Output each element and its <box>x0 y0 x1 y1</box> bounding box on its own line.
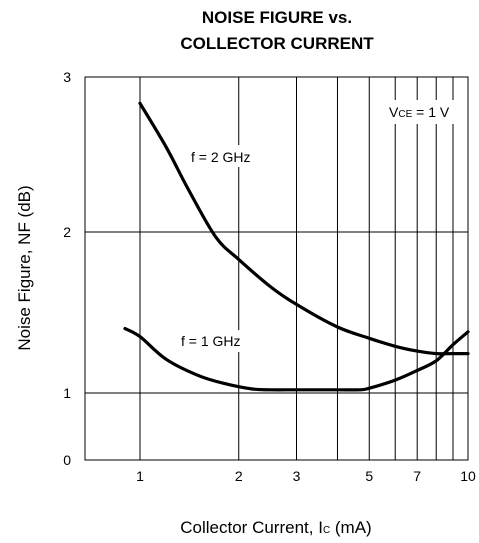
curves <box>123 101 470 392</box>
y-tick-label: 1 <box>63 385 71 401</box>
grid <box>85 77 468 460</box>
y-axis-label: Noise Figure, NF (dB) <box>15 185 34 350</box>
annotation-2ghz: f = 2 GHz <box>188 145 278 167</box>
x-tick-label: 7 <box>413 468 421 484</box>
tick-labels: 1 2 3 5 7 10 0 1 2 3 <box>63 69 476 484</box>
x-axis-label: Collector Current, IC (mA) <box>180 518 371 537</box>
y-tick-label: 3 <box>63 69 71 85</box>
x-tick-label: 1 <box>136 468 144 484</box>
y-tick-label: 0 <box>63 452 71 468</box>
x-tick-label: 10 <box>460 468 476 484</box>
x-axis-label-main: Collector Current, I <box>180 518 323 537</box>
x-axis-label-sub: C <box>323 525 330 536</box>
chart-title-line-2: COLLECTOR CURRENT <box>180 34 374 53</box>
x-axis-label-unit: (mA) <box>330 518 372 537</box>
annotation-1ghz: f = 1 GHz <box>178 330 268 352</box>
x-tick-label: 3 <box>293 468 301 484</box>
series-line-2ghz <box>138 101 470 356</box>
label-f-1ghz: f = 1 GHz <box>181 333 241 349</box>
series-line-1ghz <box>123 327 470 392</box>
x-tick-label: 5 <box>365 468 373 484</box>
svg-text:VCE = 1 V: VCE = 1 V <box>389 104 450 120</box>
chart-title-line-1: NOISE FIGURE vs. <box>202 8 352 27</box>
x-tick-label: 2 <box>235 468 243 484</box>
y-tick-label: 2 <box>63 224 71 240</box>
vce-label-sub: CE <box>398 109 412 120</box>
vce-label-rest: = 1 V <box>412 104 450 120</box>
label-f-2ghz: f = 2 GHz <box>191 149 251 165</box>
plot-frame <box>84 76 469 461</box>
vce-label-main: V <box>389 104 399 120</box>
annotation-vce: VCE = 1 V <box>386 100 462 124</box>
